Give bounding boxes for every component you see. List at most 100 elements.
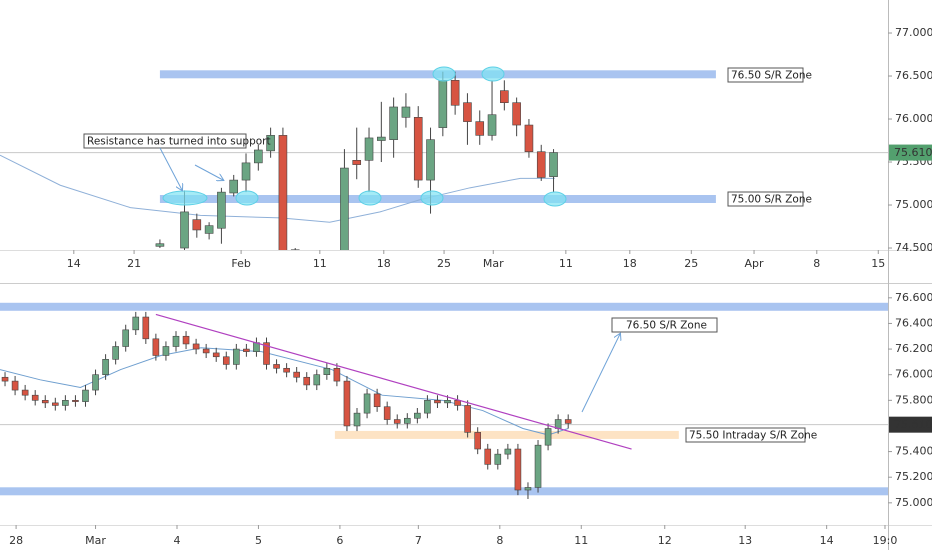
candle-body [41, 400, 49, 404]
arrow [581, 334, 620, 413]
candle-body [293, 371, 300, 378]
candle-body [514, 448, 522, 491]
candle-body [333, 367, 341, 382]
x-tick-label: 21 [127, 257, 141, 270]
candle-body [266, 135, 275, 152]
x-tick-label: 14 [67, 257, 81, 270]
y-tick-label: 75.800 [895, 393, 932, 406]
candle-body [524, 487, 532, 491]
x-tick-label: 11 [574, 534, 588, 547]
candle-body [313, 374, 321, 386]
y-tick-label: 76.400 [895, 316, 932, 329]
candle-body [278, 135, 288, 250]
zone-label: 76.50 S/R Zone [731, 70, 812, 82]
annotation: Resistance has turned into support [87, 136, 271, 148]
candle-body [494, 453, 502, 465]
x-tick-label: 19:0 [873, 534, 898, 547]
candle-body [204, 225, 214, 234]
candle-body [290, 249, 300, 250]
x-tick-label: 18 [377, 257, 391, 270]
x-tick-label: 25 [684, 257, 698, 270]
candle-body [92, 374, 99, 391]
candle-body [222, 356, 230, 365]
highlight [543, 191, 567, 207]
candle-body [243, 348, 250, 352]
candle-body [217, 191, 226, 229]
y-tick-label: 77.000 [895, 26, 932, 39]
candle-body [233, 348, 240, 365]
candle-body [132, 316, 140, 331]
highlights [162, 66, 567, 207]
candle-body [352, 160, 362, 165]
arrow [194, 164, 223, 180]
x-tick-label: Mar [85, 534, 106, 547]
x-tick-label: 5 [255, 534, 262, 547]
candle-body [364, 137, 374, 161]
candle-body [1, 376, 9, 382]
moving-average [0, 347, 569, 436]
candle-body [162, 346, 170, 356]
zone-label: 75.00 S/R Zone [731, 194, 812, 206]
candle-body [444, 400, 451, 404]
y-tick-label: 76.500 [895, 69, 932, 82]
candle-body [142, 316, 150, 340]
candle-body [434, 400, 441, 404]
x-tick-label: 14 [820, 534, 834, 547]
candle-body [363, 393, 371, 414]
candle-body [393, 419, 401, 424]
candle-body [155, 243, 165, 247]
candle-body [112, 346, 119, 360]
y-tick-label: 74.500 [895, 241, 932, 254]
y-tick-label: 75.000 [895, 496, 932, 509]
candle-body [152, 338, 160, 356]
x-tick-label: Feb [231, 257, 250, 270]
zone-label-box [727, 67, 804, 83]
x-tick-label: 6 [336, 534, 343, 547]
bottom-panel [0, 302, 888, 499]
arrow [159, 147, 182, 190]
x-tick-label: Apr [745, 257, 765, 270]
last-price-box [889, 416, 932, 433]
highlight [235, 190, 259, 206]
candle-body [343, 380, 351, 427]
candle-body [122, 329, 130, 347]
candle-body [229, 179, 239, 194]
candle-body [303, 376, 311, 386]
candle-body [383, 406, 391, 420]
candle-body [454, 400, 461, 406]
y-tick-label: 76.000 [895, 112, 932, 125]
candle-body [414, 412, 421, 419]
highlight [162, 190, 208, 206]
x-tick-label: 13 [738, 534, 752, 547]
candle-body [401, 106, 411, 118]
candle-body [82, 389, 89, 402]
zone-label-box [685, 427, 806, 443]
candle-body [192, 219, 202, 231]
x-tick-label: 12 [658, 534, 672, 547]
candle-body [373, 393, 381, 408]
candle-body [426, 139, 435, 181]
sr-zone [334, 430, 679, 439]
annotation-box [83, 133, 247, 149]
x-tick-label: 7 [415, 534, 422, 547]
candle-body [353, 412, 361, 427]
x-tick-label: 11 [313, 257, 327, 270]
highlight [481, 66, 505, 82]
y-tick-label: 76.600 [895, 291, 932, 304]
highlight [432, 66, 456, 82]
candle-body [72, 400, 79, 402]
candle-body [512, 102, 521, 126]
candle-body [450, 80, 460, 106]
candle-body [180, 211, 189, 249]
x-tick-label: 8 [813, 257, 820, 270]
x-tick-label: Mar [483, 257, 504, 270]
candle-body [474, 432, 481, 450]
candle-body [463, 102, 472, 122]
x-tick-label: 28 [9, 534, 23, 547]
x-tick-label: 8 [496, 534, 503, 547]
y-tick-label: 75.400 [895, 445, 932, 458]
candle-body [31, 394, 39, 401]
x-tick-label: 15 [871, 257, 885, 270]
highlight [420, 190, 444, 206]
zone-label: 75.50 Intraday S/R Zone [689, 430, 817, 442]
